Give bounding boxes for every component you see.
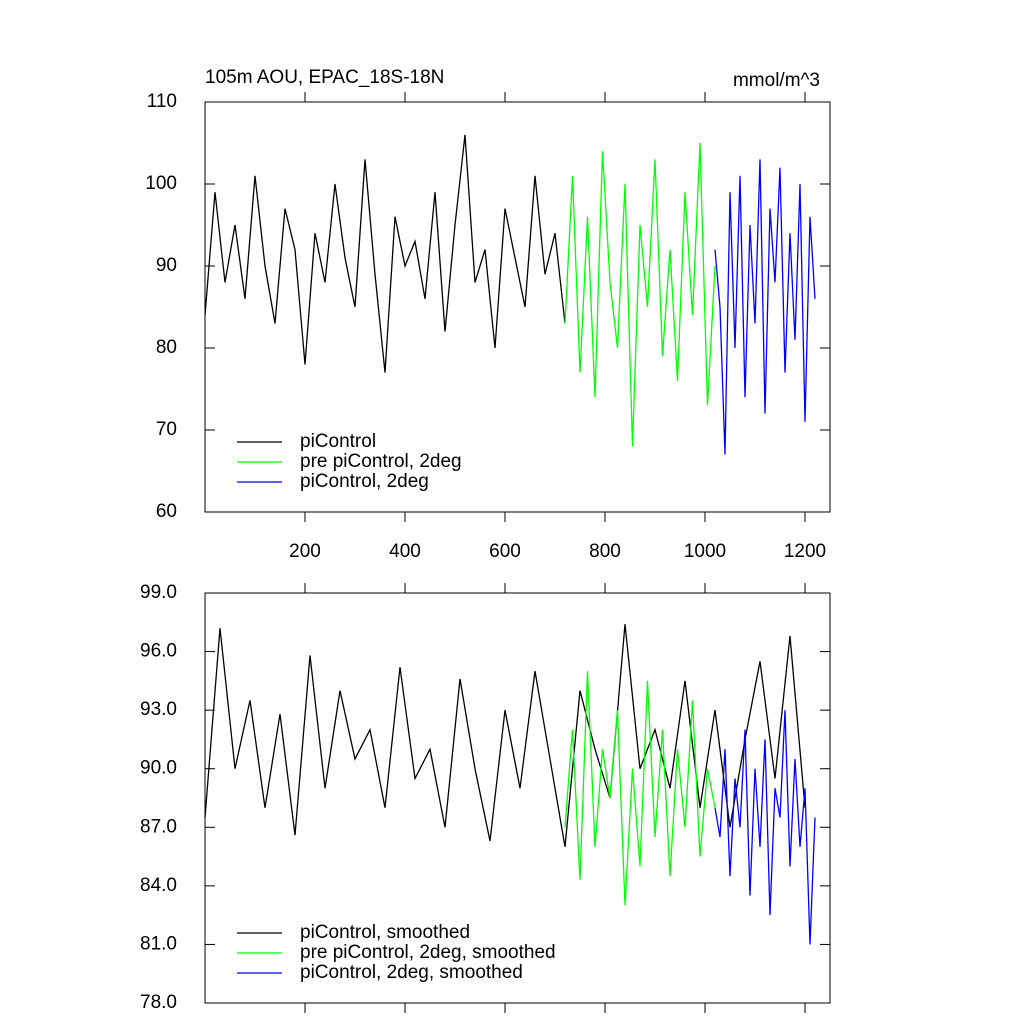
- x-tick-label: 400: [389, 541, 421, 562]
- y-tick-label: 96.0: [140, 641, 177, 662]
- x-tick-label: 600: [489, 541, 521, 562]
- data-line: [564, 142, 716, 447]
- units-label: mmol/m^3: [733, 70, 820, 91]
- y-tick-label: 81.0: [140, 933, 177, 954]
- legend-label: pre piControl, 2deg: [300, 451, 462, 472]
- y-tick-label: 90.0: [140, 758, 177, 779]
- data-line: [204, 134, 566, 373]
- legend-label: piControl, 2deg: [300, 471, 429, 492]
- x-tick-label: 800: [589, 541, 621, 562]
- legend-label: piControl, 2deg, smoothed: [300, 962, 523, 983]
- data-line: [714, 159, 816, 455]
- legend-label: piControl: [300, 431, 376, 452]
- y-tick-label: 99.0: [140, 582, 177, 603]
- y-tick-label: 87.0: [140, 816, 177, 837]
- data-line: [564, 671, 716, 906]
- y-tick-label: 78.0: [140, 992, 177, 1013]
- data-line: [204, 624, 806, 847]
- y-tick-label: 100: [145, 173, 177, 194]
- y-tick-label: 110: [147, 91, 177, 112]
- chart-title: 105m AOU, EPAC_18S-18N: [205, 67, 444, 88]
- y-tick-label: 80: [156, 337, 177, 358]
- x-tick-label: 1000: [684, 541, 726, 562]
- plot-frame: [204, 101, 831, 513]
- legend-label: piControl, smoothed: [300, 922, 470, 943]
- x-tick-label: 200: [289, 541, 321, 562]
- y-tick-label: 93.0: [140, 699, 177, 720]
- y-tick-label: 84.0: [140, 875, 177, 896]
- legend-label: pre piControl, 2deg, smoothed: [300, 942, 556, 963]
- y-tick-label: 70: [156, 419, 177, 440]
- x-tick-label: 1200: [784, 541, 826, 562]
- data-line: [714, 710, 816, 945]
- y-tick-label: 60: [156, 501, 177, 522]
- y-tick-label: 90: [156, 255, 177, 276]
- plot-frame: [204, 592, 831, 1004]
